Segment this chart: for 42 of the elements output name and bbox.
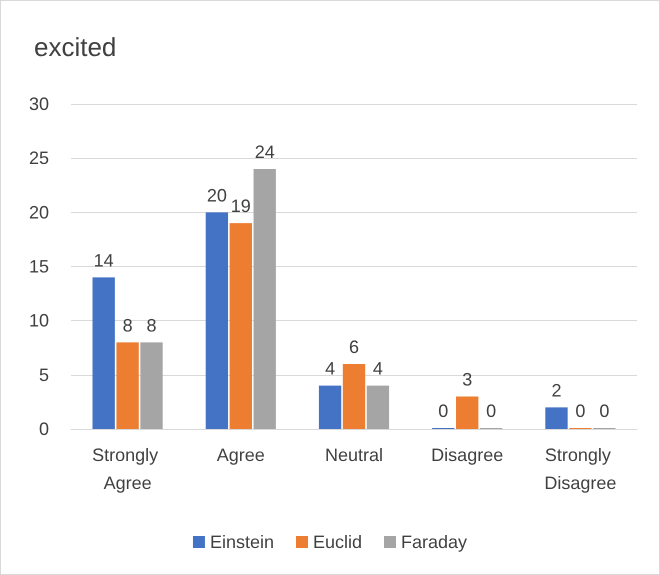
- data-label: 0: [486, 401, 496, 421]
- data-label: 4: [372, 358, 383, 379]
- x-tick-label: Agree: [216, 445, 265, 465]
- y-tick-label: 10: [28, 310, 49, 331]
- data-label: 24: [254, 142, 275, 162]
- bar: [206, 212, 228, 429]
- data-label: 0: [599, 401, 610, 421]
- x-tick-label: Neutral: [324, 445, 384, 465]
- bar: [140, 342, 163, 429]
- data-label: 0: [575, 401, 586, 421]
- bar: [116, 342, 139, 429]
- y-tick-label: 0: [38, 419, 49, 439]
- x-tick-label: Strongly Disagree: [544, 445, 616, 493]
- bar: [342, 364, 366, 429]
- y-tick-label: 5: [38, 364, 49, 385]
- bar: [456, 396, 478, 429]
- data-label: 6: [348, 337, 360, 357]
- legend-label: Euclid: [312, 532, 362, 552]
- data-label: 19: [230, 196, 251, 216]
- x-tick-label: Disagree: [431, 445, 504, 465]
- bar: [92, 277, 115, 429]
- data-label: 0: [438, 401, 448, 421]
- x-tick-label: Strongly Agree: [92, 445, 164, 493]
- bar: [545, 407, 568, 429]
- data-label: 2: [551, 380, 562, 400]
- data-label: 8: [122, 315, 133, 336]
- y-tick-label: 25: [28, 148, 49, 168]
- data-label: 14: [94, 250, 114, 270]
- legend-label: Einstein: [210, 532, 274, 552]
- bar: [366, 386, 390, 429]
- data-label: 4: [325, 358, 336, 379]
- y-tick-label: 20: [28, 202, 49, 222]
- y-tick-label: 15: [28, 256, 49, 276]
- bar: [254, 169, 276, 429]
- chart-title: excited: [34, 32, 116, 62]
- legend-label: Faraday: [401, 532, 468, 552]
- bar: [318, 386, 342, 429]
- y-tick-label: 30: [28, 94, 49, 114]
- data-label: 8: [146, 315, 157, 336]
- data-label: 20: [206, 185, 227, 206]
- bar: [230, 223, 252, 429]
- data-label: 3: [462, 370, 472, 390]
